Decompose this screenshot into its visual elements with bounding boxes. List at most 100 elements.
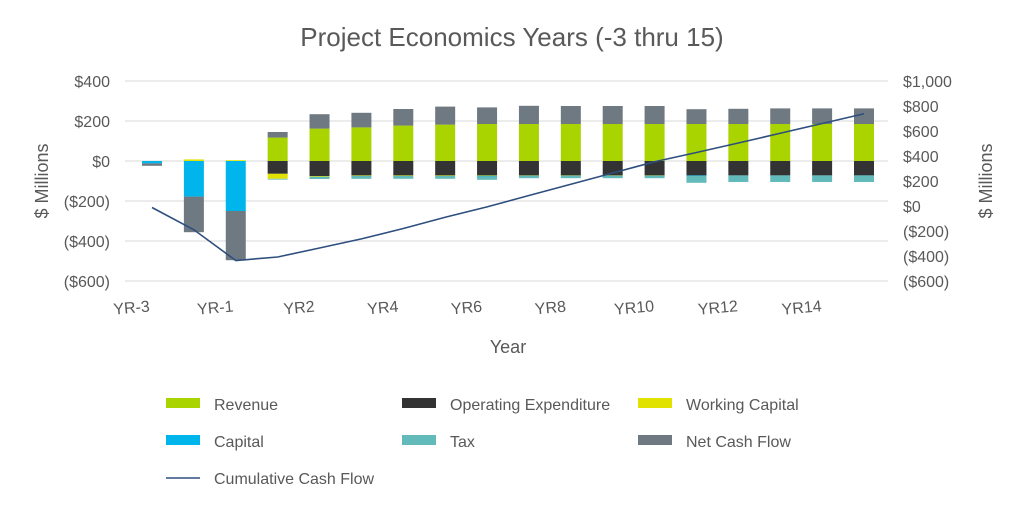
bar-tax — [518, 175, 539, 179]
bar-revenue — [686, 124, 707, 161]
left-tick-label: $0 — [92, 154, 110, 171]
x-axis-ticks: YR-3 YR-1 YR2 YR4 YR6 YR8 YR10 YR12 YR14 — [113, 298, 823, 318]
bar-revenue — [602, 124, 623, 161]
x-tick-label: YR-1 — [196, 298, 234, 318]
bar-operating-expenditure — [309, 161, 330, 176]
right-tick-label: ($400) — [903, 249, 949, 266]
bars — [142, 105, 874, 261]
bar-net-cash-flow — [393, 109, 414, 126]
bar-operating-expenditure — [812, 161, 833, 176]
bar-net-cash-flow — [602, 106, 623, 124]
bar-revenue — [477, 124, 498, 161]
x-tick-label: YR10 — [614, 298, 655, 318]
bar-net-cash-flow — [728, 108, 749, 124]
bar-operating-expenditure — [728, 161, 749, 176]
right-tick-label: ($200) — [903, 224, 949, 241]
left-tick-label: $400 — [74, 74, 110, 91]
right-tick-label: $600 — [903, 124, 939, 141]
bar-operating-expenditure — [560, 161, 581, 176]
right-tick-label: ($600) — [903, 274, 949, 291]
right-axis-ticks: $1,000 $800 $600 $400 $200 $0 ($200) ($400) ($60… — [903, 74, 952, 291]
bar-revenue — [351, 127, 372, 161]
bar-operating-expenditure — [854, 161, 874, 176]
left-tick-label: $200 — [74, 114, 110, 131]
right-tick-label: $1,000 — [903, 74, 952, 91]
x-tick-label: YR8 — [534, 299, 567, 319]
bar-net-cash-flow — [770, 108, 791, 124]
chart-title: Project Economics Years (-3 thru 15) — [300, 22, 723, 52]
bar-tax — [602, 175, 623, 179]
legend-label-operating-expenditure: Operating Expenditure — [450, 397, 610, 414]
legend-swatch-capital — [166, 435, 200, 445]
left-tick-label: ($200) — [64, 194, 110, 211]
legend-label-net-cash-flow: Net Cash Flow — [686, 434, 791, 451]
bar-net-cash-flow — [183, 196, 204, 233]
x-tick-label: YR2 — [283, 299, 316, 319]
bar-tax — [477, 176, 498, 180]
bar-working-capital — [435, 175, 456, 177]
bar-operating-expenditure — [393, 161, 414, 176]
legend-label-working-capital: Working Capital — [686, 397, 799, 414]
bar-capital — [225, 161, 246, 211]
legend-swatch-operating-expenditure — [402, 398, 436, 408]
legend-swatch-tax — [402, 435, 436, 445]
bar-tax — [728, 175, 749, 182]
bar-net-cash-flow — [225, 211, 246, 261]
right-axis-title: $ Millions — [976, 143, 996, 218]
bar-working-capital — [309, 176, 330, 177]
right-tick-label: $400 — [903, 149, 939, 166]
bar-working-capital — [183, 159, 204, 161]
cumulative-cash-flow-line — [151, 112, 865, 262]
bar-working-capital — [267, 173, 288, 179]
bar-revenue — [309, 128, 330, 161]
bar-revenue — [560, 124, 581, 161]
bar-operating-expenditure — [770, 161, 791, 176]
bar-net-cash-flow — [142, 163, 162, 166]
left-tick-label: ($600) — [64, 274, 110, 291]
bar-net-cash-flow — [518, 105, 539, 124]
bar-working-capital — [225, 160, 246, 161]
x-tick-label: YR4 — [367, 299, 400, 319]
legend-swatch-working-capital — [638, 398, 672, 408]
legend-label-capital: Capital — [214, 434, 264, 451]
bar-capital — [142, 161, 162, 164]
bar-net-cash-flow — [477, 107, 498, 124]
legend-label-revenue: Revenue — [214, 397, 278, 414]
legend: Revenue Operating Expenditure Working Capi… — [166, 397, 799, 488]
bar-tax — [435, 175, 456, 179]
bar-revenue — [770, 124, 791, 161]
bar-tax — [770, 175, 791, 182]
bar-revenue — [854, 124, 874, 161]
left-axis-ticks: $400 $200 $0 ($200) ($400) ($600) — [64, 74, 110, 291]
bar-net-cash-flow — [267, 132, 288, 138]
bar-working-capital — [477, 175, 498, 177]
left-axis-title: $ Millions — [32, 143, 52, 218]
bar-tax — [351, 175, 372, 179]
bar-net-cash-flow — [854, 108, 874, 124]
bar-revenue — [812, 124, 833, 161]
right-tick-label: $0 — [903, 199, 921, 216]
bar-net-cash-flow — [435, 106, 456, 125]
x-tick-label: YR6 — [450, 299, 483, 319]
bar-working-capital — [393, 175, 414, 177]
bar-revenue — [435, 124, 456, 161]
bar-revenue — [393, 125, 414, 161]
x-tick-label: YR12 — [697, 298, 738, 318]
bar-capital — [183, 161, 204, 197]
bar-net-cash-flow — [560, 106, 581, 124]
bar-tax — [393, 175, 414, 179]
bar-tax — [560, 175, 581, 179]
bar-working-capital — [351, 175, 372, 177]
left-tick-label: ($400) — [64, 234, 110, 251]
right-tick-label: $800 — [903, 99, 939, 116]
bar-revenue — [267, 137, 288, 161]
bar-operating-expenditure — [477, 161, 498, 176]
bar-net-cash-flow — [686, 109, 707, 124]
x-axis-title: Year — [490, 337, 526, 357]
bar-operating-expenditure — [686, 161, 707, 176]
bar-tax — [644, 175, 665, 179]
bar-revenue — [644, 124, 665, 161]
legend-label-cumulative-cash-flow: Cumulative Cash Flow — [214, 471, 375, 488]
bar-net-cash-flow — [812, 108, 833, 124]
